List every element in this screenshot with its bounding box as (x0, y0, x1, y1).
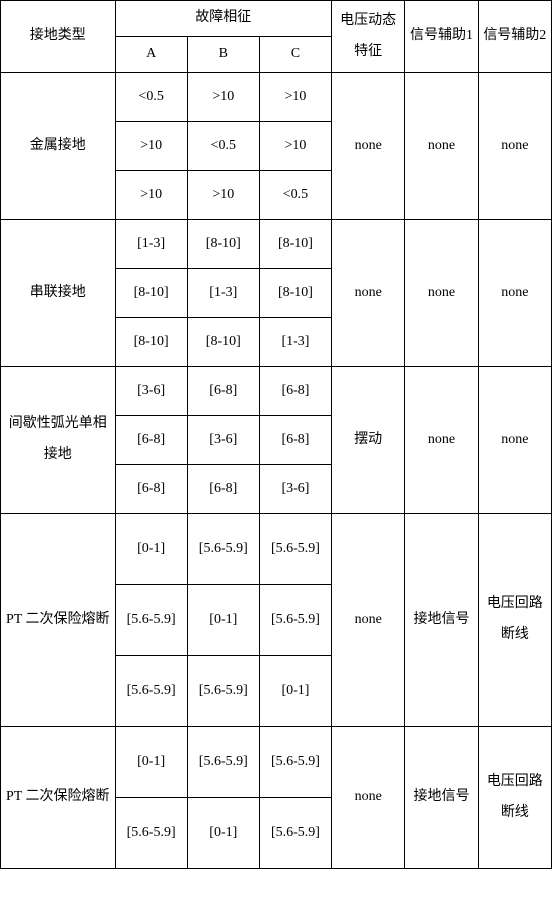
cell-aux2: 电压回路断线 (478, 727, 551, 869)
cell-a: [6-8] (115, 465, 187, 514)
cell-c: >10 (259, 73, 331, 122)
cell-dynamic: none (332, 73, 405, 220)
cell-b: [8-10] (187, 318, 259, 367)
cell-b: [6-8] (187, 367, 259, 416)
header-signal-aux1: 信号辅助1 (405, 1, 478, 73)
cell-c: [5.6-5.9] (259, 727, 331, 798)
cell-a: [5.6-5.9] (115, 656, 187, 727)
header-col-a: A (115, 37, 187, 73)
cell-c: [5.6-5.9] (259, 514, 331, 585)
cell-aux2: none (478, 220, 551, 367)
cell-c: [8-10] (259, 220, 331, 269)
group-name: PT 二次保险熔断 (1, 727, 116, 869)
group-name: 间歇性弧光单相接地 (1, 367, 116, 514)
cell-a: [0-1] (115, 514, 187, 585)
cell-c: [5.6-5.9] (259, 585, 331, 656)
cell-a: <0.5 (115, 73, 187, 122)
header-fault-type: 接地类型 (1, 1, 116, 73)
cell-aux2: none (478, 367, 551, 514)
cell-c: >10 (259, 122, 331, 171)
cell-a: [5.6-5.9] (115, 798, 187, 869)
cell-aux1: 接地信号 (405, 727, 478, 869)
group-name: 串联接地 (1, 220, 116, 367)
header-voltage-dynamic: 电压动态特征 (332, 1, 405, 73)
cell-a: [0-1] (115, 727, 187, 798)
cell-aux1: none (405, 220, 478, 367)
cell-aux2: 电压回路断线 (478, 514, 551, 727)
header-col-c: C (259, 37, 331, 73)
cell-a: [8-10] (115, 318, 187, 367)
cell-c: [6-8] (259, 367, 331, 416)
cell-b: >10 (187, 171, 259, 220)
cell-b: [0-1] (187, 798, 259, 869)
cell-c: [1-3] (259, 318, 331, 367)
cell-b: [8-10] (187, 220, 259, 269)
cell-dynamic: 摆动 (332, 367, 405, 514)
cell-a: [5.6-5.9] (115, 585, 187, 656)
cell-a: [8-10] (115, 269, 187, 318)
cell-b: [3-6] (187, 416, 259, 465)
group-name: 金属接地 (1, 73, 116, 220)
header-signal-aux2: 信号辅助2 (478, 1, 551, 73)
cell-dynamic: none (332, 727, 405, 869)
cell-c: [6-8] (259, 416, 331, 465)
header-phase-feature: 故障相征 (115, 1, 331, 37)
cell-c: <0.5 (259, 171, 331, 220)
cell-aux2: none (478, 73, 551, 220)
cell-c: [3-6] (259, 465, 331, 514)
cell-b: >10 (187, 73, 259, 122)
cell-a: [1-3] (115, 220, 187, 269)
cell-b: <0.5 (187, 122, 259, 171)
cell-c: [8-10] (259, 269, 331, 318)
cell-a: [6-8] (115, 416, 187, 465)
cell-aux1: none (405, 73, 478, 220)
cell-b: [0-1] (187, 585, 259, 656)
cell-dynamic: none (332, 220, 405, 367)
cell-b: [1-3] (187, 269, 259, 318)
cell-c: [5.6-5.9] (259, 798, 331, 869)
cell-b: [5.6-5.9] (187, 727, 259, 798)
header-col-b: B (187, 37, 259, 73)
cell-b: [6-8] (187, 465, 259, 514)
fault-classification-table: 接地类型 故障相征 电压动态特征 信号辅助1 信号辅助2 A B C 金属接地 … (0, 0, 552, 869)
cell-dynamic: none (332, 514, 405, 727)
cell-aux1: 接地信号 (405, 514, 478, 727)
cell-aux1: none (405, 367, 478, 514)
cell-c: [0-1] (259, 656, 331, 727)
cell-b: [5.6-5.9] (187, 656, 259, 727)
cell-b: [5.6-5.9] (187, 514, 259, 585)
cell-a: >10 (115, 171, 187, 220)
cell-a: [3-6] (115, 367, 187, 416)
cell-a: >10 (115, 122, 187, 171)
group-name: PT 二次保险熔断 (1, 514, 116, 727)
